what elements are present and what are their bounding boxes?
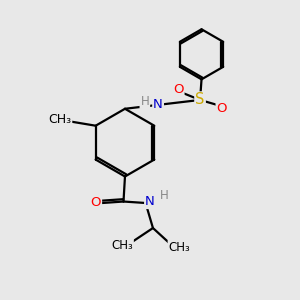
Text: S: S <box>195 92 205 107</box>
Text: CH₃: CH₃ <box>48 113 71 126</box>
Text: H: H <box>160 189 169 202</box>
Text: N: N <box>153 98 163 111</box>
Text: O: O <box>217 102 227 115</box>
Text: H: H <box>140 95 149 108</box>
Text: CH₃: CH₃ <box>169 241 190 254</box>
Text: O: O <box>173 83 184 96</box>
Text: N: N <box>145 195 155 208</box>
Text: CH₃: CH₃ <box>111 239 133 252</box>
Text: O: O <box>91 196 101 209</box>
